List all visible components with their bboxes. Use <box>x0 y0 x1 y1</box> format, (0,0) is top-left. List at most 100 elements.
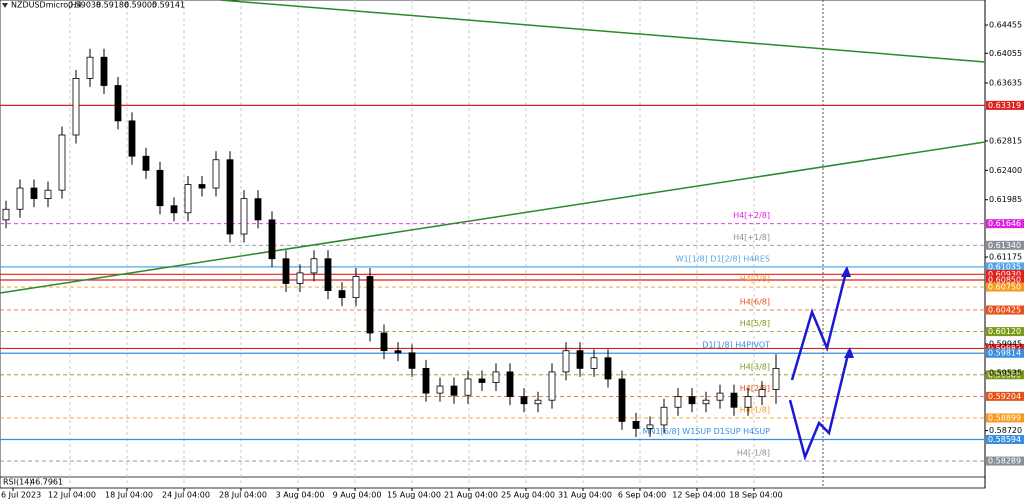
candle-body <box>534 399 542 405</box>
candle-body <box>72 78 80 136</box>
rsi-name: RSI(14) <box>3 478 32 487</box>
candle-body <box>142 155 150 171</box>
candle-body <box>688 396 696 405</box>
candle-body <box>30 187 38 200</box>
x-tick-label: 9 Aug 04:00 <box>333 491 382 500</box>
ohlc-high: 0.59186 <box>96 1 129 10</box>
price-tag-label: 0.59882 <box>988 344 1021 353</box>
price-tag-label: 0.60750 <box>988 283 1021 292</box>
candle-body <box>212 159 220 189</box>
candle-body <box>394 350 402 354</box>
y-tick-label: 0.62400 <box>989 166 1022 175</box>
levels: 0.63319 H4[+2/8] 0.61646 H4[+1/8] 0.61340 W1[… <box>0 100 1024 466</box>
candle-body <box>478 378 486 383</box>
candle-body <box>296 272 304 284</box>
x-tick-label: 18 Sep 04:00 <box>729 491 782 500</box>
price-tag <box>986 262 1024 272</box>
candle-body <box>240 198 248 235</box>
price-tag <box>986 456 1024 466</box>
y-tick-label: 0.58720 <box>989 426 1022 435</box>
header: NZDUSDmicro,H4 0.59038 0.59186 0.59005 0… <box>2 1 185 10</box>
x-tick-label: 25 Aug 04:00 <box>501 491 555 500</box>
x-tick-label: 24 Jul 04:00 <box>162 491 210 500</box>
price-tag-label: 0.58289 <box>988 457 1021 466</box>
candle-body <box>450 385 458 396</box>
price-tag <box>986 327 1024 337</box>
x-tick-label: 31 Aug 04:00 <box>558 491 612 500</box>
candle-body <box>254 198 262 221</box>
candle-body <box>702 399 710 405</box>
plot-frame <box>0 0 986 489</box>
candle-body <box>184 184 192 214</box>
candle-body <box>310 258 318 274</box>
price-tag-label: 0.63319 <box>988 101 1021 110</box>
candle-body <box>520 396 528 405</box>
level-name: W1[1/8] D1[2/8] H4RES <box>676 254 770 263</box>
candle-body <box>632 421 640 429</box>
y-tick-label: 0.59945 <box>989 339 1022 348</box>
level-name: H4[6/8] <box>740 298 770 307</box>
price-tag-label: 0.59814 <box>988 349 1021 358</box>
level-name: D1[1/8] H4PIVOT <box>702 341 770 350</box>
price-tag-label: 0.60930 <box>988 270 1021 279</box>
price-tag-label: 0.59509 <box>988 370 1021 379</box>
candle-body <box>16 187 24 210</box>
y-tick-label: 0.59535 <box>989 368 1022 377</box>
level-name: H4[2/8] <box>740 384 770 393</box>
price-tag <box>986 370 1024 380</box>
candle-body <box>198 184 206 189</box>
price-tag <box>986 413 1024 423</box>
candle-body <box>86 56 94 79</box>
candle-body <box>716 392 724 401</box>
candle-body <box>324 258 332 291</box>
price-tag <box>986 269 1024 279</box>
rsi-value: 46.7961 <box>30 478 63 487</box>
y-tick-label: 0.64455 <box>989 21 1022 30</box>
y-tick-label: 0.64055 <box>989 49 1022 58</box>
ohlc-open: 0.59038 <box>68 1 101 10</box>
price-tag-label: 0.60850 <box>988 275 1021 284</box>
price-tag <box>986 219 1024 229</box>
arrow-head <box>841 266 851 277</box>
price-tag-label: 0.58899 <box>988 413 1021 422</box>
price-tag <box>986 348 1024 358</box>
candle-body <box>338 290 346 299</box>
candle-body <box>562 350 570 373</box>
x-tick-label: 12 Sep 04:00 <box>672 491 725 500</box>
price-tag <box>986 100 1024 110</box>
candle-body <box>576 350 584 369</box>
candle-body <box>772 367 780 390</box>
x-tick-label: 15 Aug 04:00 <box>387 491 441 500</box>
ohlc-close: 0.59141 <box>152 1 185 10</box>
candle-body <box>352 276 360 299</box>
symbol: NZDUSDmicro,H4 <box>11 1 82 10</box>
candle-body <box>506 371 514 398</box>
price-tag-label: 0.59204 <box>988 392 1021 401</box>
candle-body <box>674 396 682 408</box>
candle-body <box>114 85 122 122</box>
level-name: MN1[6/8] W1SUP D1SUP H4SUP <box>643 427 771 436</box>
forecast-down <box>788 349 851 461</box>
ohlc-low: 0.59005 <box>124 1 157 10</box>
trendline-upper <box>219 0 986 63</box>
level-name: H4[7/8] <box>740 275 770 284</box>
x-tick-label: 6 Sep 04:00 <box>618 491 666 500</box>
x-tick-label: 3 Aug 04:00 <box>276 491 325 500</box>
collapse-icon <box>2 3 8 8</box>
candle-body <box>408 352 416 369</box>
candle-body <box>590 357 598 369</box>
price-tag <box>986 343 1024 353</box>
level-name: H4[5/8] <box>740 319 770 328</box>
candle-body <box>100 56 108 86</box>
level-name: H4[+2/8] <box>733 211 770 220</box>
y-tick-label: 0.61985 <box>989 195 1022 204</box>
x-tick-label: 18 Jul 04:00 <box>105 491 153 500</box>
candle-body <box>380 332 388 352</box>
candle-body <box>422 367 430 394</box>
candle-body <box>58 134 66 191</box>
candle-body <box>156 169 164 207</box>
level-name: H4[+1/8] <box>733 233 770 242</box>
level-name: H4[3/8] <box>740 362 770 371</box>
